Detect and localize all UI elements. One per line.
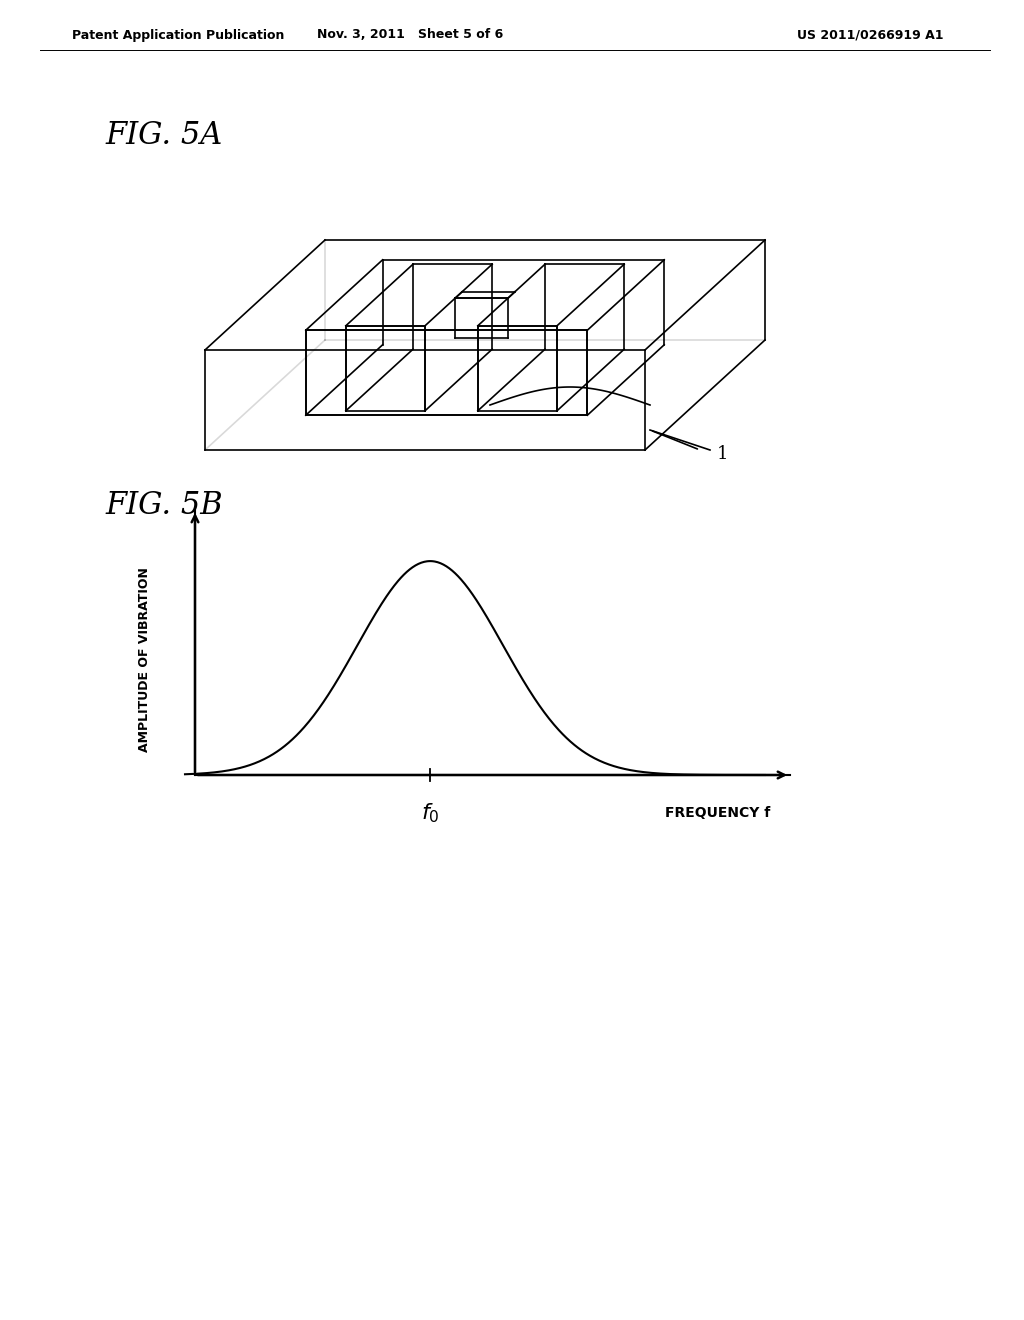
Text: 1: 1 (717, 445, 728, 463)
Text: FIG. 5A: FIG. 5A (105, 120, 222, 150)
Text: US 2011/0266919 A1: US 2011/0266919 A1 (797, 29, 943, 41)
Text: $f_0$: $f_0$ (421, 801, 439, 825)
Text: Patent Application Publication: Patent Application Publication (72, 29, 285, 41)
Text: Nov. 3, 2011   Sheet 5 of 6: Nov. 3, 2011 Sheet 5 of 6 (316, 29, 503, 41)
Text: AMPLITUDE OF VIBRATION: AMPLITUDE OF VIBRATION (138, 568, 152, 752)
Text: FIG. 5B: FIG. 5B (105, 490, 222, 520)
Text: FREQUENCY f: FREQUENCY f (665, 807, 770, 820)
